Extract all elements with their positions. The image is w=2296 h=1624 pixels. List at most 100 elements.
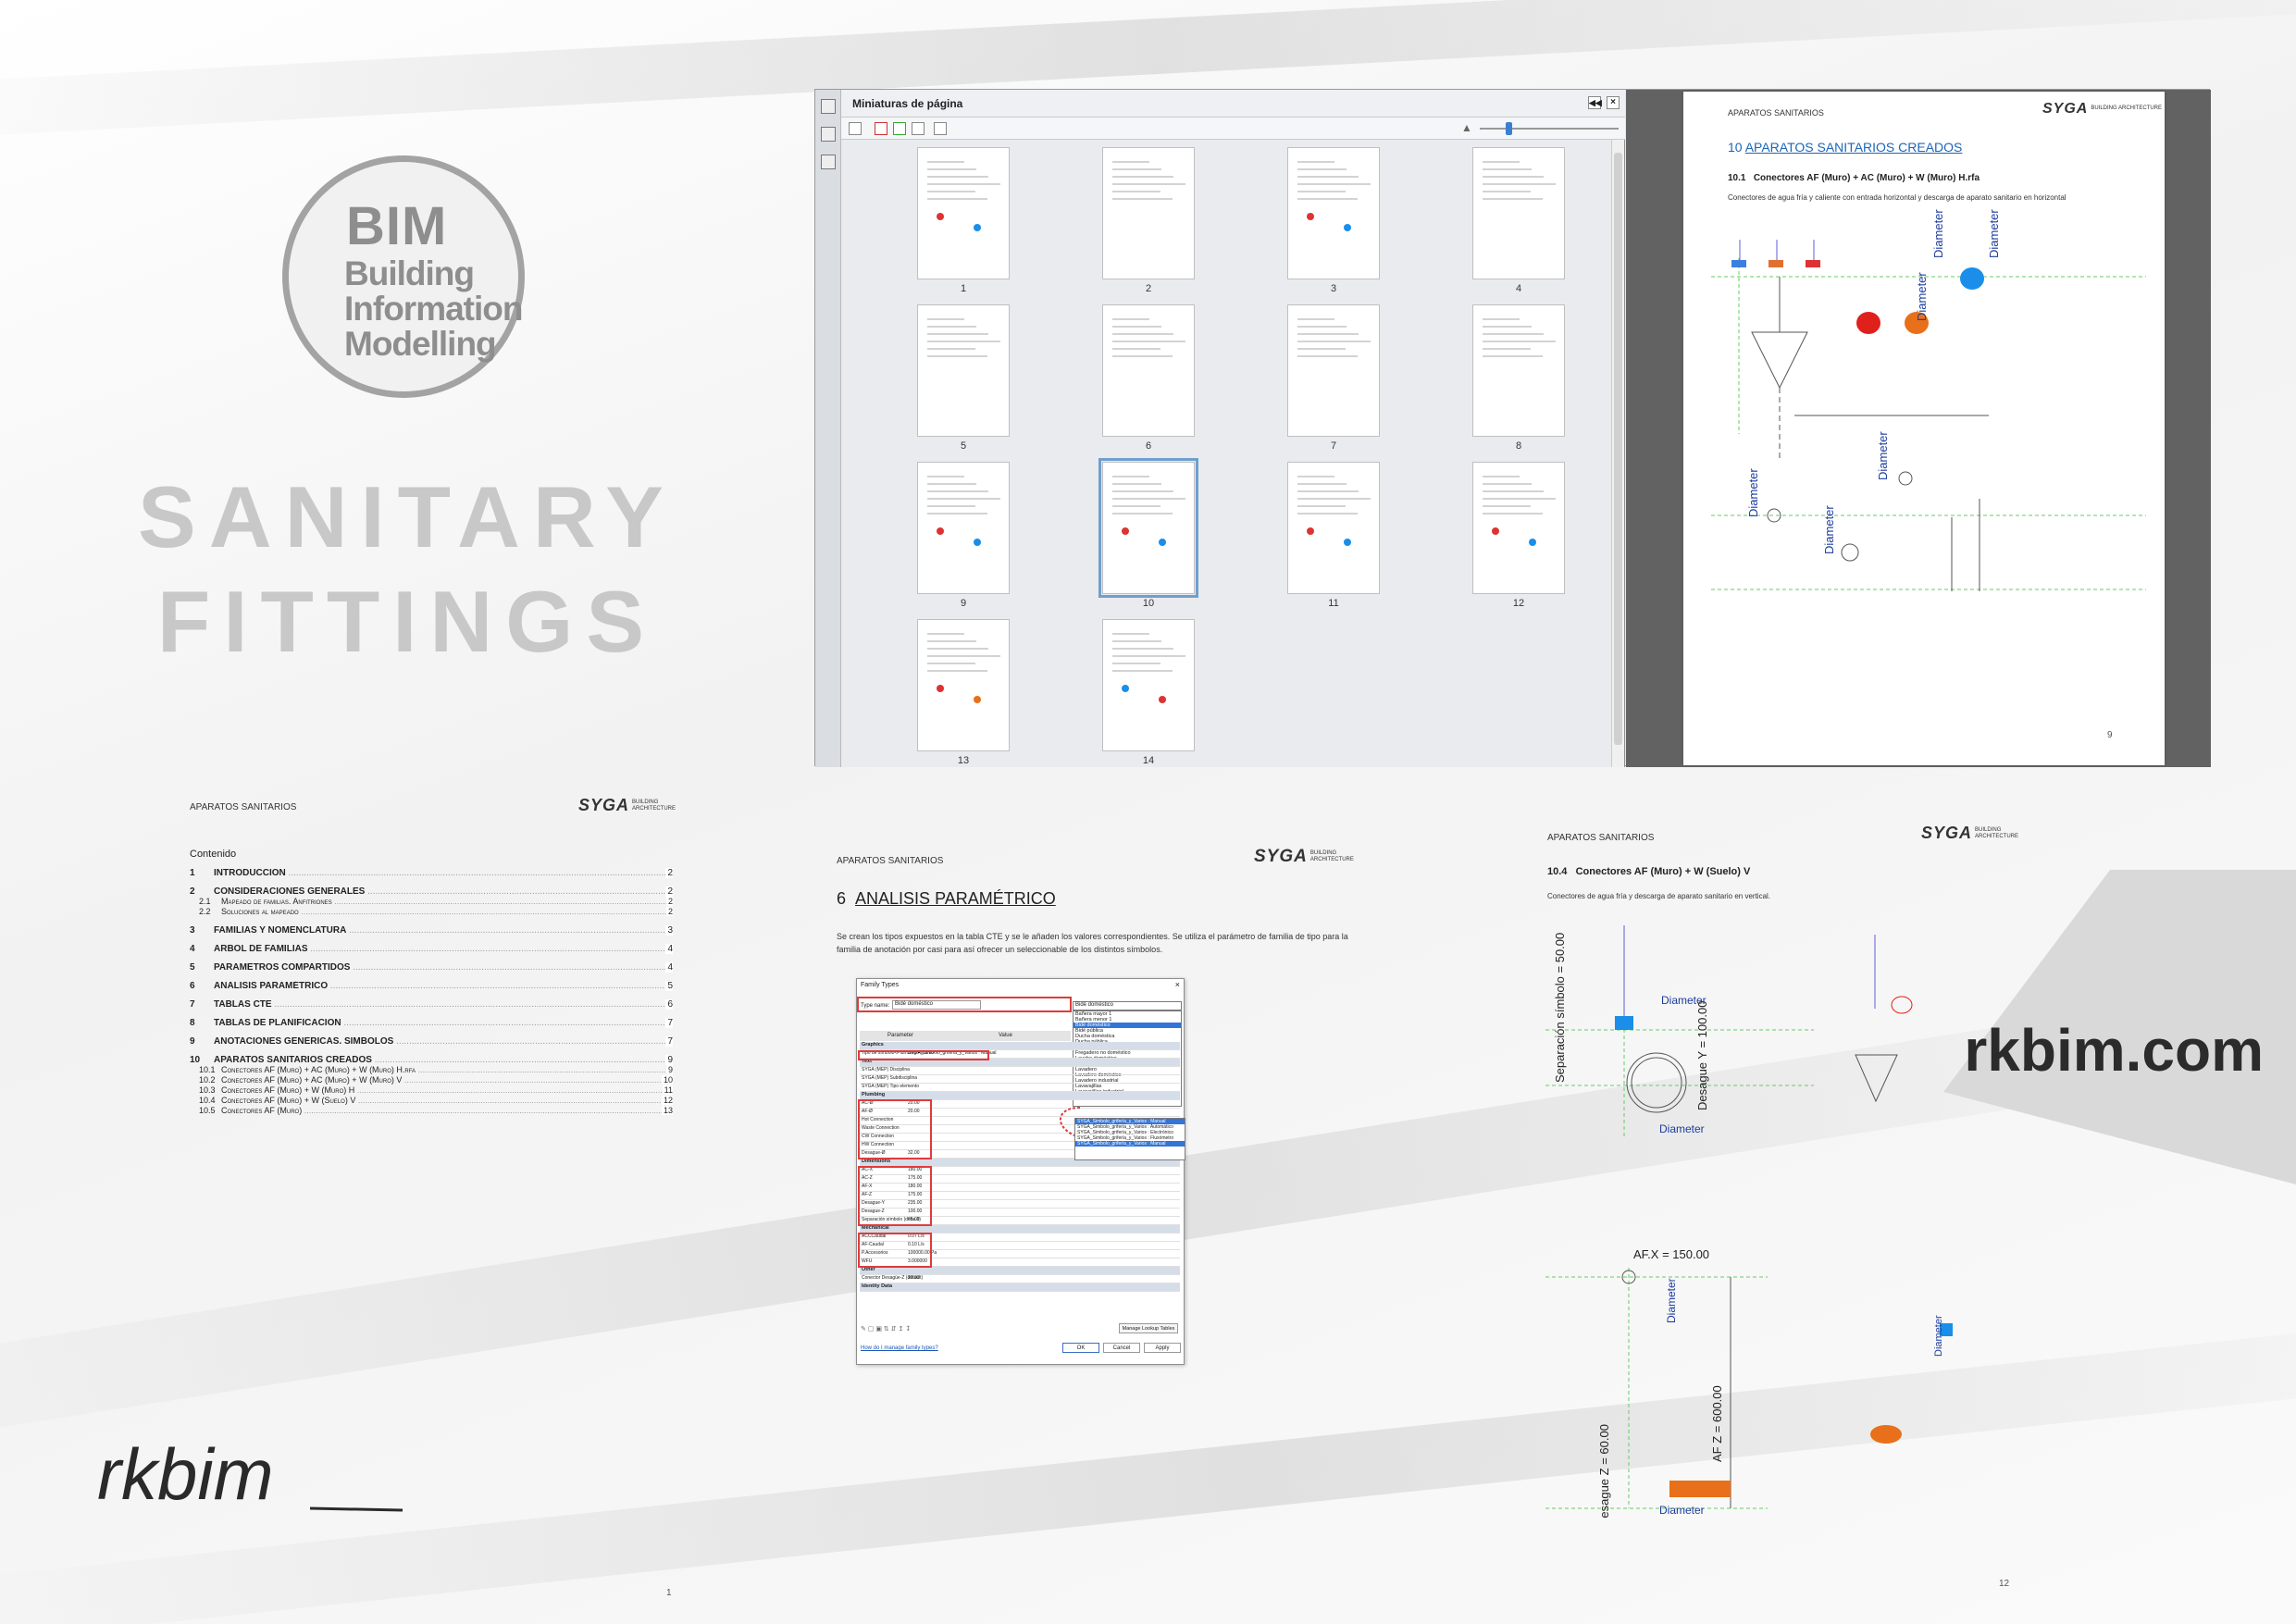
symbol-option[interactable]: SYGA_Simbolo_grifería_y_Varios : Manual [1075, 1141, 1185, 1147]
dropdown-option[interactable]: Lavavajillas [1075, 1084, 1102, 1089]
attachment-icon[interactable] [821, 127, 836, 142]
param-row[interactable]: Desague-Z 100.00 [860, 1209, 1180, 1217]
tool-icons-row[interactable]: ✎ ▢ ▣ ⇅ ⇵ ↥ ↧ [861, 1326, 912, 1333]
page-properties-icon[interactable] [934, 122, 947, 135]
dropdown-option[interactable]: Bidé pública [1075, 1028, 1103, 1034]
param-row[interactable]: P.Accesorios 100000.00 Pa [860, 1250, 1180, 1258]
signature-panel-icon[interactable] [821, 155, 836, 169]
toc-entry[interactable]: 2.2 Soluciones al mapeado ...............… [199, 907, 673, 916]
param-row[interactable]: CW Connection [860, 1134, 1180, 1142]
toc-entry[interactable]: 10.4 Conectores AF (Muro) + W (Suelo) V .… [199, 1096, 673, 1105]
param-row[interactable]: SYGA (MEP) Subdisciplina [860, 1075, 1180, 1084]
param-row[interactable]: ACCCaudal 0.07 L/s [860, 1233, 1180, 1242]
param-row[interactable]: Tipo de símbolo<Plumbing Fixture> SYGA_Si… [860, 1050, 1180, 1059]
toc-entry[interactable]: 1 INTRODUCCION ..........................… [190, 868, 673, 878]
symbol-option[interactable]: SYGA_Simbolo_grifería_y_Varios : Automát… [1077, 1124, 1173, 1130]
page-thumbnail[interactable] [1102, 147, 1195, 279]
param-row[interactable]: Desague-Ø 32.00 [860, 1150, 1180, 1159]
param-row[interactable]: Separación símbolo (default) 65.00 [860, 1217, 1180, 1225]
thumbnail-size-slider[interactable] [1480, 122, 1619, 135]
toc-entry[interactable]: 9 ANOTACIONES GENERICAS. SIMBOLOS .......… [190, 1036, 673, 1047]
param-section-header[interactable]: Dimensions [860, 1159, 1180, 1167]
dropdown-option[interactable]: Ducha doméstica [1075, 1034, 1115, 1039]
param-row[interactable]: Hot Connection [860, 1117, 1180, 1125]
help-link[interactable]: How do I manage family types? [861, 1345, 938, 1351]
zoom-out-icon[interactable]: ▲ [1461, 121, 1472, 134]
page-thumbnail[interactable] [1102, 619, 1195, 751]
param-section-header[interactable]: Identity Data [860, 1283, 1180, 1292]
toc-entry[interactable]: 10.2 Conectores AF (Muro) + AC (Muro) + W… [199, 1075, 673, 1085]
cancel-button[interactable]: Cancel [1103, 1343, 1140, 1353]
toc-entry[interactable]: 10 APARATOS SANITARIOS CREADOS ..........… [190, 1055, 673, 1065]
param-row[interactable]: SYGA (MEP) Disciplina [860, 1067, 1180, 1075]
param-section-header[interactable]: Plumbing [860, 1092, 1180, 1100]
thumbnail-text-line [927, 655, 1000, 657]
param-row[interactable]: AF-Caudal 0.10 L/s [860, 1242, 1180, 1250]
toc-entry[interactable]: 2 CONSIDERACIONES GENERALES .............… [190, 886, 673, 897]
param-row[interactable]: WFU 3.000000 [860, 1258, 1180, 1267]
symbol-option[interactable]: SYGA_Simbolo_grifería_y_Varios : Manual [1075, 1119, 1185, 1124]
page-thumbnail[interactable] [917, 147, 1010, 279]
symbol-option[interactable]: SYGA_Simbolo_grifería_y_Varios : Fluxóme… [1077, 1135, 1174, 1141]
dialog-close-icon[interactable]: × [1174, 980, 1180, 989]
toc-entry[interactable]: 10.3 Conectores AF (Muro) + W (Muro) H ..… [199, 1085, 673, 1095]
param-row[interactable]: AC-Z 175.00 [860, 1175, 1180, 1184]
insert-page-icon[interactable] [893, 122, 906, 135]
dropdown-option[interactable]: Lavadero doméstico [1075, 1072, 1122, 1078]
pages-icon[interactable] [821, 99, 836, 114]
toc-entry[interactable]: 3 FAMILIAS Y NOMENCLATURA ...............… [190, 925, 673, 936]
vertical-scrollbar[interactable] [1611, 140, 1624, 767]
param-row[interactable]: SYGA (MEP) Tipo elemento [860, 1084, 1180, 1092]
page-thumbnail[interactable] [1287, 304, 1380, 437]
ok-button[interactable]: OK [1062, 1343, 1099, 1353]
param-row[interactable]: AC-Ø 20.00 [860, 1100, 1180, 1109]
param-section-header[interactable]: Other [860, 1267, 1180, 1275]
toc-entry[interactable]: 5 PARAMETROS COMPARTIDOS ................… [190, 962, 673, 973]
close-icon[interactable]: × [1607, 96, 1620, 109]
param-row[interactable]: Conector Desagüe-Z (default) 20.00 [860, 1275, 1180, 1283]
type-selector[interactable]: Bidé doméstico [1073, 1001, 1182, 1010]
toc-entry[interactable]: 10.1 Conectores AF (Muro) + AC (Muro) + W… [199, 1065, 673, 1074]
page-thumbnail[interactable] [1098, 458, 1198, 598]
param-row[interactable]: AF-X 180.00 [860, 1184, 1180, 1192]
page-thumbnail[interactable] [1287, 147, 1380, 279]
toc-entry[interactable]: 4 ARBOL DE FAMILIAS .....................… [190, 944, 673, 954]
toc-entry[interactable]: 10.5 Conectores AF (Muro) ...............… [199, 1106, 673, 1115]
dropdown-option[interactable]: Lavadero industrial [1075, 1078, 1119, 1084]
dropdown-option[interactable]: Bañera menor 1 [1075, 1017, 1112, 1023]
param-row[interactable]: AC-X 180.00 [860, 1167, 1180, 1175]
param-section-header[interactable]: Mechanical [860, 1225, 1180, 1233]
page-thumbnail[interactable] [917, 304, 1010, 437]
apply-button[interactable]: Apply [1144, 1343, 1181, 1353]
param-row[interactable]: AF-Z 175.00 [860, 1192, 1180, 1200]
print-page-icon[interactable] [912, 122, 925, 135]
dropdown-option[interactable]: Bidé doméstico [1074, 1023, 1181, 1028]
panel-options-icon[interactable]: ◀◀ [1588, 96, 1602, 109]
type-name-field[interactable]: Bidé doméstico [892, 1000, 981, 1010]
page-thumbnail[interactable] [917, 462, 1010, 594]
toc-entry[interactable]: 2.1 Mapeado de familias. Anfitriones ....… [199, 897, 673, 906]
toc-entry[interactable]: 6 ANALISIS PARAMÉTRICO ..................… [190, 981, 673, 991]
symbol-dropdown[interactable]: SYGA_Simbolo_grifería_y_Varios : Manual S… [1074, 1118, 1185, 1160]
manage-lookup-button[interactable]: Manage Lookup Tables [1119, 1323, 1178, 1333]
dropdown-option[interactable]: Fregadero no doméstico [1075, 1050, 1131, 1056]
param-row[interactable]: HW Connection [860, 1142, 1180, 1150]
symbol-option[interactable]: SYGA_Simbolo_grifería_y_Varios : Electró… [1077, 1130, 1173, 1135]
page-thumbnail[interactable] [1472, 462, 1565, 594]
page-thumbnail[interactable] [917, 619, 1010, 751]
dropdown-option[interactable]: Bañera mayor 1 [1075, 1011, 1112, 1017]
param-section-header[interactable]: Text [860, 1059, 1180, 1067]
view-options-icon[interactable] [849, 122, 862, 135]
param-section-header[interactable]: Graphics [860, 1042, 1180, 1050]
param-row[interactable]: Waste Connection [860, 1125, 1180, 1134]
param-row[interactable]: Desague-Y 235.00 [860, 1200, 1180, 1209]
page-thumbnail[interactable] [1102, 304, 1195, 437]
param-row[interactable]: AF-Ø 20.00 [860, 1109, 1180, 1117]
dropdown-option[interactable]: Lavadero [1075, 1067, 1097, 1072]
toc-entry[interactable]: 8 TABLAS DE PLANIFICACION ...............… [190, 1018, 673, 1028]
page-thumbnail[interactable] [1472, 304, 1565, 437]
delete-page-icon[interactable] [875, 122, 887, 135]
toc-entry[interactable]: 7 TABLAS CTE ............................… [190, 999, 673, 1010]
page-thumbnail[interactable] [1472, 147, 1565, 279]
page-thumbnail[interactable] [1287, 462, 1380, 594]
